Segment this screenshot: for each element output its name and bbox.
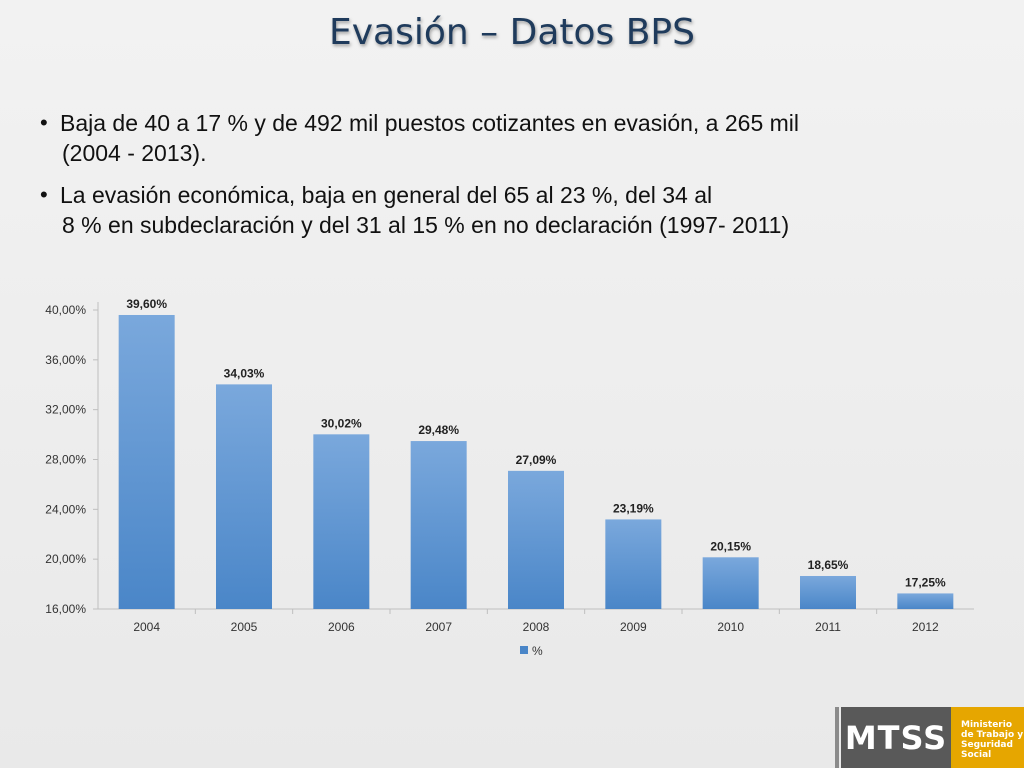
bar-data-label: 20,15% [710, 539, 751, 553]
logo-text-line: Ministerio [961, 720, 1013, 730]
x-tick-label: 2010 [717, 620, 744, 634]
bullet-line: Baja de 40 a 17 % y de 492 mil puestos c… [60, 110, 800, 136]
x-tick-label: 2004 [133, 620, 160, 634]
logo-strip [835, 707, 839, 768]
bar-data-label: 39,60% [126, 297, 167, 311]
bullet-line: (2004 - 2013). [62, 140, 207, 166]
bar [605, 519, 662, 609]
bar-data-label: 30,02% [321, 416, 362, 430]
bullet-line: La evasión económica, baja en general de… [60, 182, 713, 208]
logo-separator [951, 707, 953, 768]
bar-data-label: 34,03% [224, 366, 265, 380]
legend-label: % [532, 644, 543, 658]
bar [313, 434, 370, 609]
bar [410, 441, 467, 609]
bullet-item: • Baja de 40 a 17 % y de 492 mil puestos… [40, 108, 1000, 168]
bar [702, 557, 759, 609]
bar-data-label: 27,09% [516, 453, 557, 467]
bar [897, 593, 954, 609]
logo-text-line: Seguridad [961, 740, 1013, 750]
bullet-dot: • [40, 110, 48, 135]
bar-data-label: 17,25% [905, 575, 946, 589]
x-tick-label: 2005 [231, 620, 258, 634]
mtss-logo: MTSS Ministerio de Trabajo y Seguridad S… [835, 707, 1024, 768]
bar [800, 575, 856, 609]
legend-swatch [520, 646, 528, 654]
y-tick-label: 28,00% [45, 453, 86, 467]
bar [118, 314, 175, 609]
y-tick-label: 40,00% [45, 303, 86, 317]
bar-data-label: 29,48% [418, 423, 459, 437]
x-tick-label: 2006 [328, 620, 355, 634]
x-tick-label: 2008 [523, 620, 550, 634]
logo-text-line: Social [961, 750, 992, 760]
bullet-list: • Baja de 40 a 17 % y de 492 mil puestos… [40, 108, 1000, 240]
x-tick-label: 2007 [425, 620, 452, 634]
y-tick-label: 36,00% [45, 353, 86, 367]
bar [216, 384, 272, 609]
bullet-line: 8 % en subdeclaración y del 31 al 15 % e… [62, 212, 790, 238]
x-tick-label: 2012 [912, 620, 939, 634]
bar [508, 470, 564, 609]
y-tick-label: 32,00% [45, 403, 86, 417]
bar-chart: 16,00% 20,00% 24,00% 28,00% 32,00% 36,00% 40,0… [45, 297, 974, 658]
y-tick-label: 16,00% [45, 602, 86, 616]
logo-ministry-text: Ministerio de Trabajo y Seguridad Social [953, 707, 1024, 768]
x-tick-label: 2011 [815, 620, 841, 634]
bullet-item: • La evasión económica, baja en general … [40, 180, 1000, 240]
y-tick-label: 24,00% [45, 502, 86, 516]
x-tick-label: 2009 [620, 620, 647, 634]
bar-data-label: 18,65% [808, 558, 849, 572]
bar-data-label: 23,19% [613, 501, 654, 515]
slide-title: Evasión – Datos BPS [329, 12, 695, 53]
y-tick-label: 20,00% [45, 552, 86, 566]
bullet-dot: • [40, 182, 48, 207]
logo-text-line: de Trabajo y [961, 730, 1024, 740]
logo-wordmark: MTSS [841, 707, 951, 768]
